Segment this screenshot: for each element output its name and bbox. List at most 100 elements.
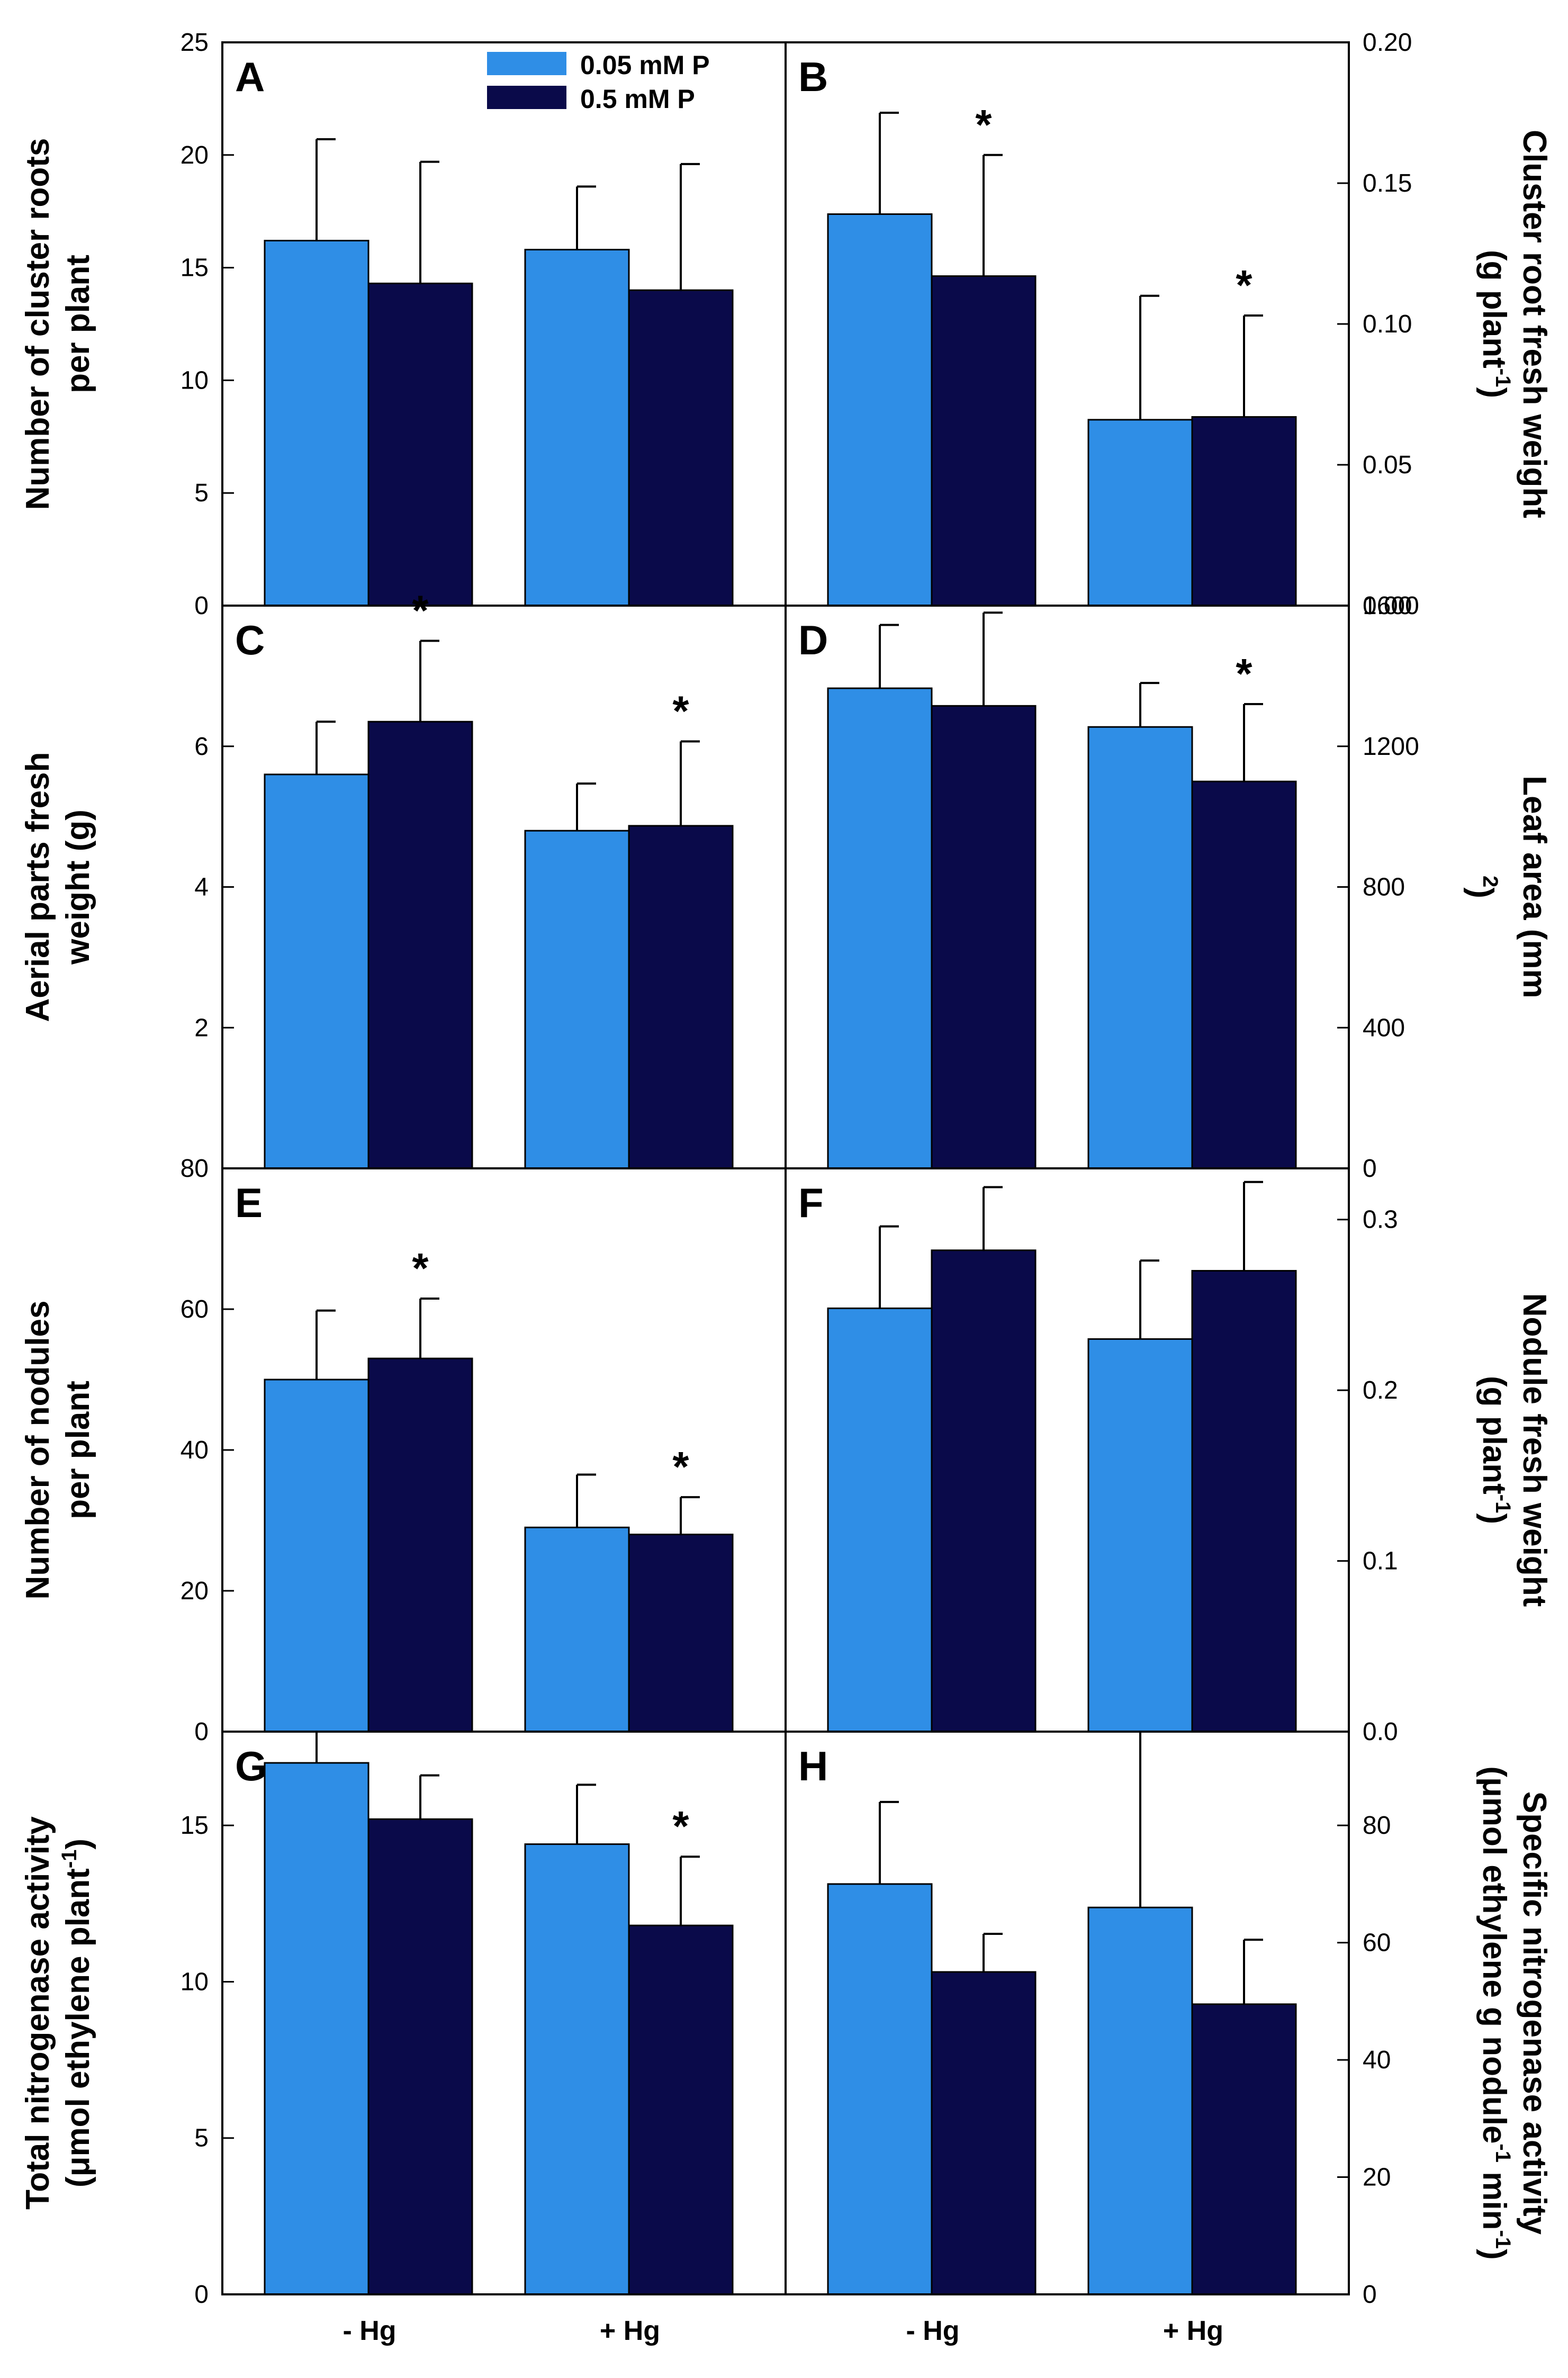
ytick-label-d: 1600 (1363, 592, 1419, 620)
panel-letter-g: G (235, 1743, 267, 1789)
ytick-label-h: 40 (1363, 2046, 1391, 2074)
ytick-label-b: 0.20 (1363, 29, 1412, 57)
y-axis-title-h-part: (μmol ethylene g nodule (1476, 1766, 1512, 2143)
ytick-label-d: 0 (1363, 1155, 1377, 1183)
bar-d-low-p-minus-hg (827, 687, 933, 1169)
bar-h-low-p-minus-hg (827, 1883, 933, 2295)
panel-h: 0 20 40 60 80 H Specific nitrogenase activity(… (798, 1732, 1553, 2309)
bar-e-low-p-minus-hg (264, 1379, 370, 1733)
y-axis-title-h-part: -1 (1491, 2230, 1515, 2249)
bar-h-high-p-minus-hg (931, 1971, 1037, 2295)
x-label-right-plus-hg: + Hg (1163, 2316, 1223, 2346)
y-axis-title-f-part: Nodule fresh weight (1516, 1293, 1553, 1607)
y-axis-title-d-part: 2 (1479, 876, 1502, 887)
ytick-label-e: 80 (181, 1155, 209, 1183)
bar-f-low-p-plus-hg (1087, 1338, 1193, 1733)
panel-letter-a: A (235, 53, 265, 100)
bar-g-low-p-minus-hg (264, 1762, 370, 2295)
legend-label-low-p: 0.05 mM P (580, 50, 710, 80)
bar-g-low-p-plus-hg (524, 1843, 630, 2295)
significance-star-g-high-p-plus-hg: * (672, 1803, 689, 1850)
x-label-left-plus-hg: + Hg (600, 2316, 660, 2346)
bar-c-high-p-plus-hg (628, 825, 734, 1169)
ytick-label-f: 0.2 (1363, 1376, 1398, 1404)
y-axis-title-f-part: (g plant (1476, 1376, 1512, 1494)
ytick-label-h: 0 (1363, 2281, 1377, 2309)
y-axis-title-h-part: min (1476, 2163, 1512, 2230)
y-axis-title-c-part: weight (g) (60, 809, 96, 965)
significance-star-c-high-p-minus-hg: * (412, 587, 429, 634)
y-axis-title-b-part: ) (1476, 387, 1512, 398)
ytick-label-d: 1200 (1363, 733, 1419, 761)
bar-e-low-p-plus-hg (524, 1526, 630, 1733)
significance-star-d-high-p-plus-hg: * (1236, 650, 1252, 697)
legend: 0.05 mM P 0.5 mM P (487, 50, 710, 114)
ytick-label-g: 5 (194, 2124, 209, 2152)
bar-d-high-p-minus-hg (931, 705, 1037, 1169)
bar-e-high-p-minus-hg (367, 1357, 473, 1733)
panel-f: 0.0 0.1 0.2 0.3 F Nodule fresh weight(g plant… (798, 1179, 1553, 1746)
y-axis-title-a-part: Number of cluster roots (20, 138, 56, 510)
bar-g-high-p-plus-hg (628, 1924, 734, 2295)
y-axis-title-g-part: -1 (58, 1850, 81, 1869)
bar-a-low-p-minus-hg (264, 240, 370, 607)
bar-c-low-p-plus-hg (524, 830, 630, 1169)
bar-c-high-p-minus-hg (367, 720, 473, 1169)
bar-d-low-p-plus-hg (1087, 726, 1193, 1169)
bar-f-low-p-minus-hg (827, 1307, 933, 1733)
bar-c-low-p-minus-hg (264, 773, 370, 1169)
panel-letter-b: B (798, 53, 828, 100)
bar-f-high-p-minus-hg (931, 1249, 1037, 1733)
legend-swatch-high-p (487, 86, 566, 109)
y-axis-title-b-part: Cluster root fresh weight (1516, 130, 1553, 518)
ytick-label-e: 40 (181, 1436, 209, 1464)
ytick-label-f: 0.1 (1363, 1547, 1398, 1575)
x-category-labels: - Hg + Hg - Hg + Hg (343, 2316, 1223, 2346)
ytick-label-h: 20 (1363, 2164, 1391, 2192)
ytick-label-f: 0.0 (1363, 1718, 1398, 1746)
y-axis-title-f-part: ) (1476, 1513, 1512, 1524)
significance-star-b-high-p-minus-hg: * (975, 101, 992, 148)
bar-h-low-p-plus-hg (1087, 1906, 1193, 2295)
ytick-label-b: 0.10 (1363, 310, 1412, 338)
significance-star-e-high-p-plus-hg: * (672, 1443, 689, 1490)
legend-swatch-low-p (487, 52, 566, 75)
ytick-label-a: 5 (194, 479, 209, 507)
bar-b-high-p-minus-hg (931, 275, 1037, 607)
significance-star-b-high-p-plus-hg: * (1236, 262, 1252, 309)
y-axis-title-b-part: (g plant (1476, 250, 1512, 368)
y-axis-title-a-part: per plant (60, 255, 96, 393)
panel-a: 0 5 10 15 20 25 A Number of cluster roots per pl… (20, 29, 734, 620)
ytick-label-a: 25 (181, 29, 209, 57)
y-axis-title-e-part: per plant (60, 1381, 96, 1519)
y-axis-title-c: Aerial parts fresh weight (g) (20, 752, 96, 1022)
bar-b-low-p-plus-hg (1087, 419, 1193, 607)
ytick-label-b: 0.05 (1363, 451, 1412, 479)
ytick-label-e: 0 (194, 1718, 209, 1746)
y-axis-title-d-part: Leaf area (mm (1516, 776, 1553, 998)
bar-b-low-p-minus-hg (827, 213, 933, 607)
ytick-label-a: 0 (194, 592, 209, 620)
ytick-label-c: 4 (194, 873, 209, 902)
ytick-label-c: 6 (194, 733, 209, 761)
y-axis-title-g-part: ) (60, 1839, 96, 1850)
panel-e: * * 0 20 40 60 80 E Number of nodules per plant (20, 1155, 734, 1746)
y-axis-title-g-part: Total nitrogenase activity (20, 1816, 56, 2210)
significance-star-c-high-p-plus-hg: * (672, 687, 689, 734)
x-label-right-minus-hg: - Hg (906, 2316, 959, 2346)
ytick-label-h: 80 (1363, 1812, 1391, 1840)
ytick-label-f: 0.3 (1363, 1206, 1398, 1234)
y-axis-title-b: Cluster root fresh weight(g plant-1) (1476, 130, 1553, 518)
ytick-label-g: 0 (194, 2281, 209, 2309)
bar-f-high-p-plus-hg (1191, 1269, 1297, 1733)
ytick-label-g: 10 (181, 1968, 209, 1996)
significance-star-e-high-p-minus-hg: * (412, 1245, 429, 1292)
ytick-label-h: 60 (1363, 1929, 1391, 1957)
x-label-left-minus-hg: - Hg (343, 2316, 396, 2346)
y-axis-title-h: Specific nitrogenase activity(μmol ethyl… (1476, 1766, 1553, 2259)
panel-b: * * 0.00 0.05 0.10 0.15 0.20 B Cluster root fres… (798, 29, 1553, 620)
panel-letter-f: F (798, 1179, 824, 1226)
y-axis-title-g-part: (μmol ethylene plant (60, 1868, 96, 2187)
y-axis-title-d-part: ) (1463, 887, 1500, 898)
